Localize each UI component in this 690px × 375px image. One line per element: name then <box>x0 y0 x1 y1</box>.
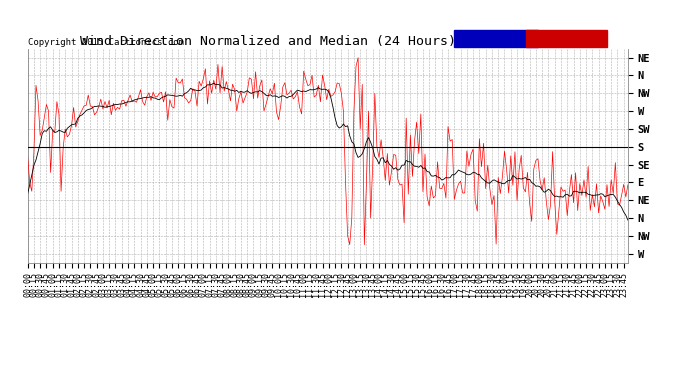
Text: Copyright 2015 Cartronics.com: Copyright 2015 Cartronics.com <box>28 38 184 46</box>
FancyBboxPatch shape <box>526 30 607 46</box>
Title: Wind Direction Normalized and Median (24 Hours) (New) 20150630: Wind Direction Normalized and Median (24… <box>80 34 575 48</box>
FancyBboxPatch shape <box>454 30 538 46</box>
Text: Average: Average <box>463 34 504 43</box>
Text: Direction: Direction <box>535 34 582 43</box>
